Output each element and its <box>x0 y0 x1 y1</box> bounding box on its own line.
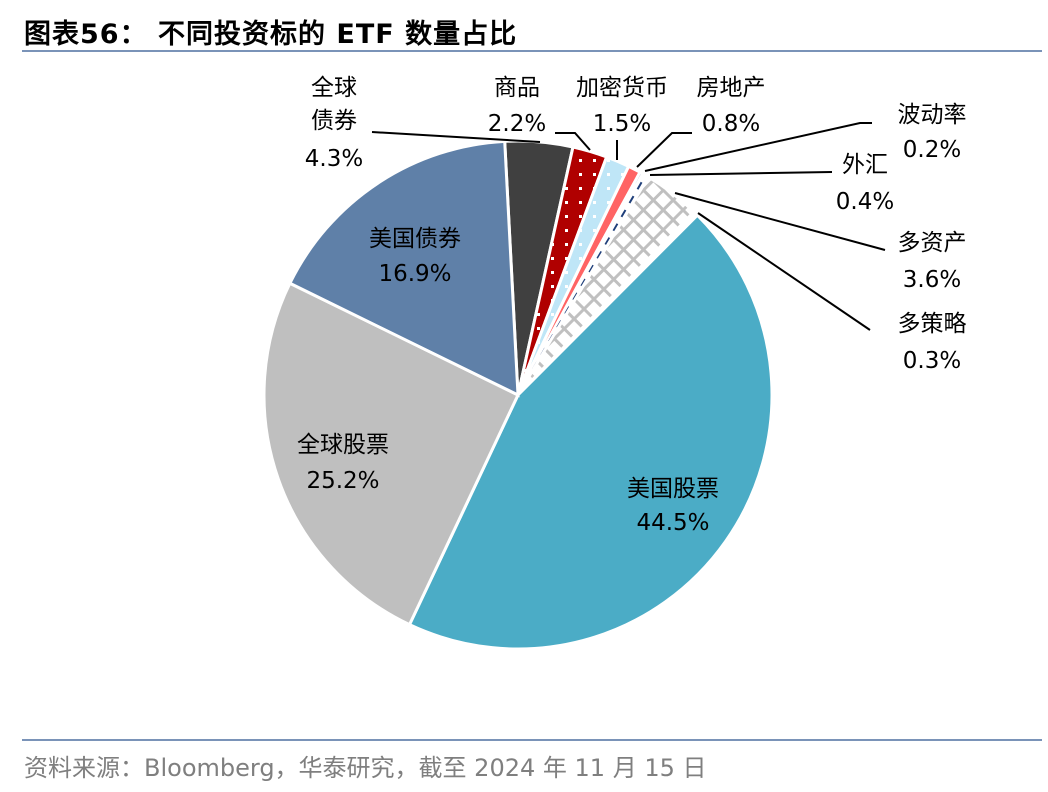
slice-name-label: 美国股票 <box>627 476 719 502</box>
source-note: 资料来源：Bloomberg，华泰研究，截至 2024 年 11 月 15 日 <box>24 754 707 782</box>
slice-name-label: 波动率 <box>898 102 967 128</box>
slice-name-label: 债券 <box>311 108 357 134</box>
pie-slice-9 <box>262 281 520 627</box>
figure-title: 图表56： 不同投资标的 ETF 数量占比 <box>24 19 518 50</box>
slice-value-label: 25.2% <box>306 468 379 494</box>
slice-value-label: 3.6% <box>903 267 961 293</box>
leader-line-0 <box>371 131 541 143</box>
leader-line-5 <box>649 171 833 176</box>
slice-value-label: 16.9% <box>378 261 451 287</box>
slice-name-label: 商品 <box>494 75 540 101</box>
footer-divider <box>22 739 1042 741</box>
slice-value-label: 1.5% <box>593 111 651 137</box>
slice-name-label: 加密货币 <box>576 75 668 101</box>
leader-line-7 <box>697 212 871 331</box>
slice-name-label: 美国债券 <box>369 226 461 252</box>
slice-name-label: 房地产 <box>697 75 766 101</box>
slice-name-label: 全球股票 <box>297 432 389 458</box>
slice-value-label: 0.3% <box>903 348 961 374</box>
leader-line-3 <box>636 132 692 168</box>
slice-name-label: 多资产 <box>898 230 967 256</box>
leader-line-1 <box>555 132 591 151</box>
slice-name-label: 多策略 <box>898 311 967 337</box>
leader-line-4 <box>644 122 872 172</box>
slice-value-label: 44.5% <box>636 510 709 536</box>
pie-slice-8 <box>407 213 774 651</box>
slice-value-label: 0.8% <box>702 111 760 137</box>
slice-value-label: 2.2% <box>488 111 546 137</box>
title-divider <box>22 50 1042 52</box>
slice-value-label: 4.3% <box>305 146 363 172</box>
pie-slice-10 <box>287 139 520 398</box>
slice-value-label: 0.2% <box>903 137 961 163</box>
leader-line-6 <box>674 192 886 251</box>
slice-name-label: 全球 <box>311 75 357 101</box>
slice-value-label: 0.4% <box>836 189 894 215</box>
slice-name-label: 外汇 <box>842 152 888 178</box>
